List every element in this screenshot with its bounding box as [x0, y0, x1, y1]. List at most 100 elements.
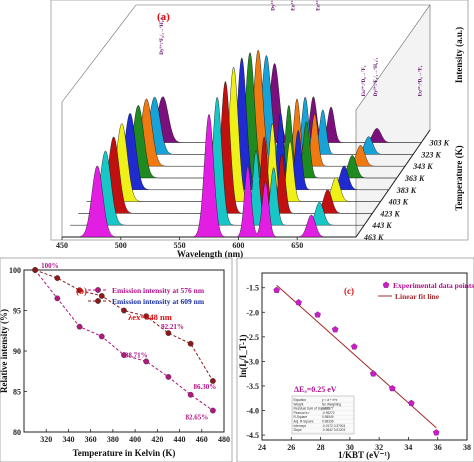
panel-b-legend-note: λex=348 nm	[128, 312, 172, 322]
y-tick-label: -2.5	[246, 333, 259, 342]
temperature-label: 403 K	[388, 198, 409, 207]
x-tick-label: 24	[258, 443, 266, 452]
data-point	[369, 370, 377, 377]
spectrum-403k	[86, 66, 381, 202]
data-point	[331, 326, 339, 333]
temperature-label: 323 K	[420, 150, 441, 159]
data-point	[389, 384, 396, 392]
panel-c-ticks: 24 26 28 30 32 34 36 38 -1.5 -2.0 -2.5 -3.0 -3.5 -4.0…	[246, 284, 471, 452]
spectrum-443k	[70, 96, 365, 226]
series-point	[76, 323, 83, 330]
y-tick-label: 100	[9, 266, 21, 275]
panel-c-label: (c)	[344, 286, 354, 296]
fit-table-key: Slope	[294, 428, 302, 432]
y-tick-label: -4.5	[246, 431, 259, 440]
spectrum-463k	[62, 113, 356, 238]
fit-table-value: -0.99272	[322, 411, 335, 415]
y-tick-label: -4.0	[246, 407, 259, 416]
y-tick-label: 80	[13, 428, 21, 437]
series-point	[121, 307, 127, 314]
temperature-label: 383 K	[396, 186, 417, 195]
point-label: 86.30%	[194, 383, 217, 391]
legend-marker	[95, 287, 101, 293]
panel-a-frame	[50, 0, 469, 241]
data-point	[408, 399, 415, 406]
panel-c-points	[273, 286, 440, 436]
fit-table-key: Equation	[294, 398, 307, 402]
series-point	[121, 352, 127, 358]
fit-table-value: No Weighting	[322, 402, 341, 406]
series-point	[98, 333, 105, 340]
temperature-label: 343 K	[412, 162, 433, 171]
fit-table-key: Pearson's r	[294, 411, 311, 415]
x-tick-label: 450	[56, 241, 68, 250]
x-tick-label: 600	[232, 241, 244, 250]
panel-a-label: (a)	[157, 11, 170, 23]
panel-c-xlabel: 1/KBT (eV⁻¹)	[338, 450, 390, 460]
panel-b-legend: Emission intensity at 576 nm Emission int…	[88, 286, 205, 306]
spectrum-343k	[111, 49, 406, 167]
x-tick-label: 400	[129, 435, 141, 444]
y-tick-label: 85	[13, 388, 21, 397]
fit-table-key: Weight	[294, 402, 304, 406]
fit-table-key: Residual Sum of Squares	[294, 407, 331, 411]
spectrum-303k	[127, 63, 422, 143]
panel-a-ylabel: Intensity (a.u.)	[454, 27, 464, 83]
fit-table-key: R-Square	[294, 415, 308, 419]
x-tick-label: 38	[463, 443, 471, 452]
temperature-label: 363 K	[404, 174, 425, 183]
data-point	[350, 343, 358, 350]
y-tick-label: 90	[13, 347, 21, 356]
panel-a-annotations: Dy³⁺:⁴F₉/₂→⁶H₁₅/₂ Dy³⁺:⁴F₉/₂→⁶H₁₃/₂ Eu³⁺:⁵…	[159, 0, 424, 96]
panel-b-xlabel: Temperature in Kelvin (K)	[73, 448, 176, 458]
series-point	[54, 275, 61, 281]
panel-b: 320 340 360 380 400 420 440 460 480 80 85 90 95 100 1…	[0, 257, 233, 462]
fit-statistics-table: Equation y = a + b*x Weight No WeightingRes…	[291, 395, 355, 435]
panel-a: 450 500 550 600 650 303 K 323 K 343 K 363 K 383 …	[50, 0, 469, 259]
legend-marker	[95, 298, 101, 304]
transition-annotation: Eu³⁺:⁵D₀→⁷F₁	[291, 0, 297, 11]
x-tick-label: 30	[346, 443, 354, 452]
y-tick-label: 95	[13, 307, 21, 316]
panel-a-spectra	[62, 49, 422, 238]
panel-a-x-ticks: 450 500 550 600 650	[56, 237, 303, 250]
transition-annotation: Dy³⁺:⁴F₉/₂→⁶H₁₁/₂	[373, 57, 379, 96]
transition-annotation: Eu³⁺:⁵D₀→⁷F₄	[418, 65, 424, 96]
temperature-label: 443 K	[371, 221, 392, 230]
temperature-label: 463 K	[363, 233, 384, 242]
spectrum-383k	[94, 57, 389, 190]
x-tick-label: 460	[196, 435, 208, 444]
panel-c-frame	[236, 257, 474, 462]
data-point	[314, 311, 321, 318]
panel-a-xlabel: Wavelength (nm)	[177, 249, 243, 259]
x-tick-label: 650	[291, 241, 303, 250]
transition-annotation: Eu³⁺:⁵D₀→⁷F₃	[361, 65, 367, 96]
spectrum-423k	[78, 80, 373, 214]
point-label: 82.65%	[186, 414, 209, 422]
panel-b-label: (b)	[76, 286, 87, 296]
temperature-label: 423 K	[379, 209, 400, 218]
series-point	[209, 378, 216, 384]
x-tick-label: 360	[85, 435, 97, 444]
legend-entry: Emission intensity at 609 nm	[112, 297, 205, 306]
panel-b-ylabel: Relative intensity (%)	[0, 309, 9, 393]
spectrum-323k	[119, 55, 414, 155]
fit-table-value: -0.0172 0.37004	[322, 424, 345, 428]
fit-table-value: 0.26577	[322, 407, 334, 411]
panel-c-ylabel: ln(I₀/I_T-1)	[238, 335, 248, 378]
series-point	[143, 358, 150, 365]
x-tick-label: 440	[174, 435, 186, 444]
panel-a-depth-axis	[355, 129, 431, 238]
data-point	[295, 299, 302, 306]
point-label: 100%	[41, 262, 59, 270]
legend-entry: Linear fit line	[395, 292, 440, 301]
fit-table-key: Adj. R-Square	[294, 420, 314, 424]
panel-c-plot-area	[261, 272, 468, 441]
series-point	[165, 374, 172, 380]
x-tick-label: 420	[151, 435, 163, 444]
data-point	[273, 286, 280, 293]
legend-marker	[382, 281, 390, 288]
data-point	[432, 429, 440, 436]
series-point	[165, 330, 172, 336]
